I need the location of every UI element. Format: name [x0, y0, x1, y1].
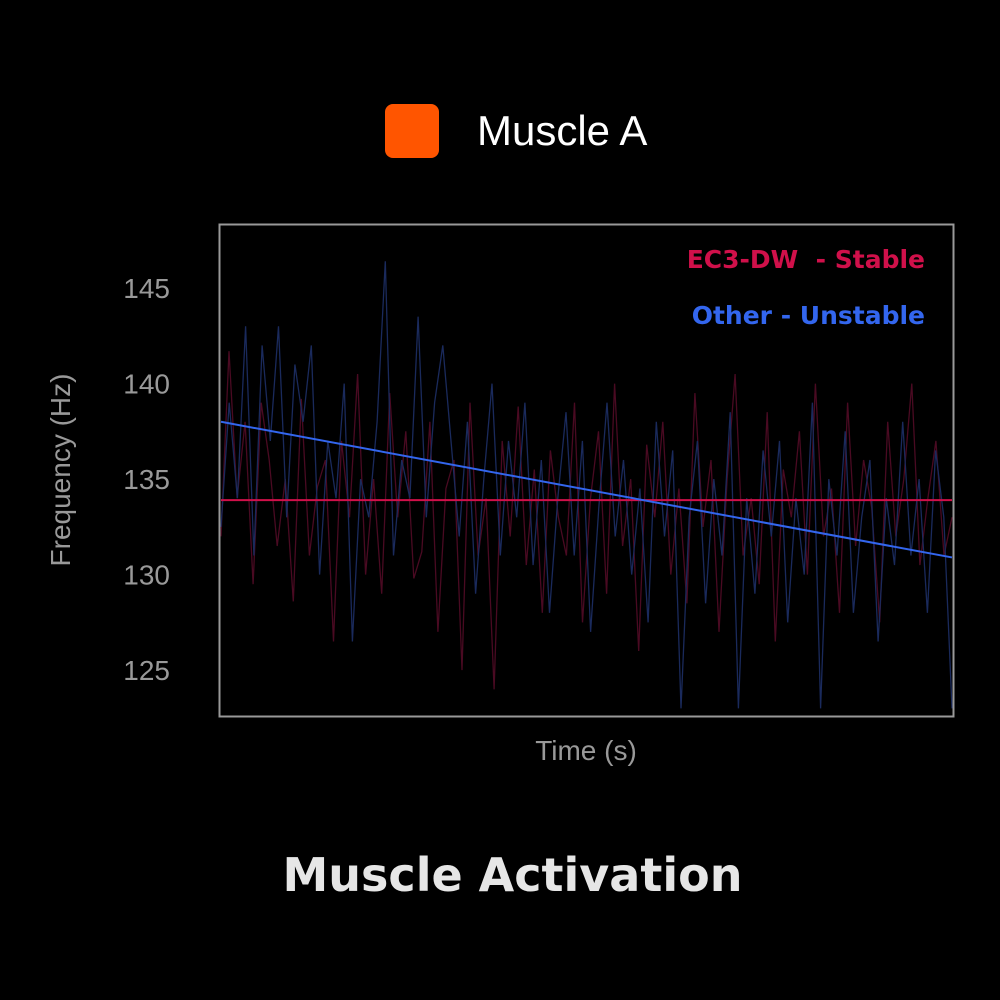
- y-tick-labels: 125 130 135 140 145: [123, 273, 170, 686]
- trend-layer: [220, 420, 953, 559]
- noise-line-0: [220, 351, 953, 690]
- x-axis-label: Time (s): [535, 735, 637, 766]
- plot-frame: [218, 223, 955, 718]
- y-tick-label: 145: [123, 273, 170, 304]
- y-tick-label: 130: [123, 560, 170, 591]
- noise-layer: [220, 261, 953, 709]
- legend-entry-stable: EC3-DW - Stable: [687, 245, 925, 274]
- y-tick-label: 125: [123, 655, 170, 686]
- top-legend: Muscle A: [385, 104, 647, 158]
- trend-line-1: [220, 420, 953, 559]
- y-tick-label: 135: [123, 464, 170, 495]
- noise-line-1: [220, 261, 953, 709]
- top-legend-label: Muscle A: [477, 107, 648, 154]
- y-axis-label: Frequency (Hz): [45, 374, 76, 567]
- legend-entry-unstable: Other - Unstable: [692, 301, 925, 330]
- y-tick-label: 140: [123, 369, 170, 400]
- chart-title: Muscle Activation: [282, 848, 743, 902]
- muscle-a-swatch: [385, 104, 439, 158]
